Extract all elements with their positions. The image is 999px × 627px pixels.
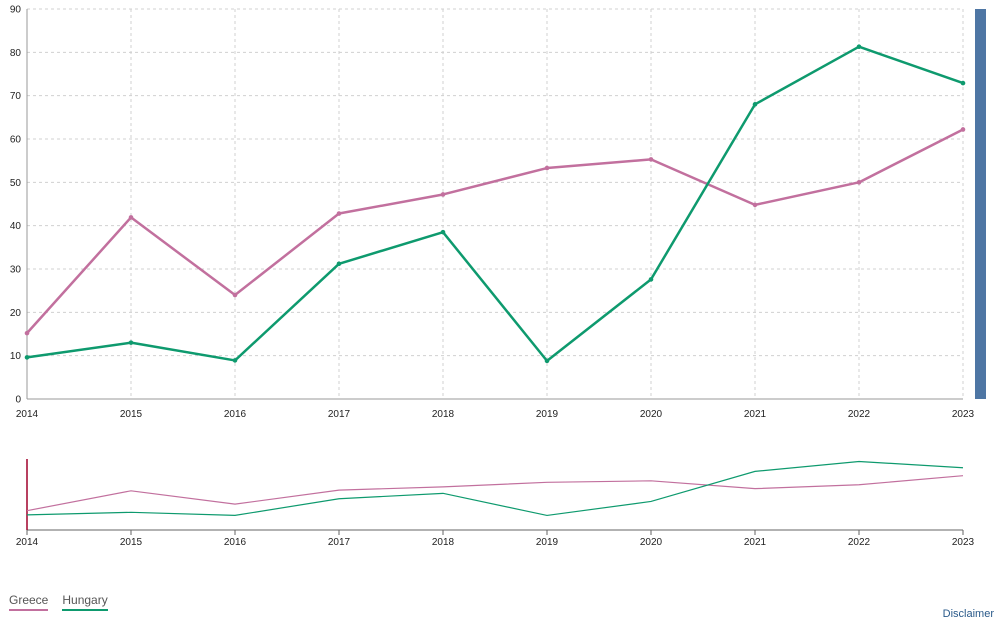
y-tick-label: 50	[10, 178, 22, 189]
data-point-greece[interactable]	[440, 192, 446, 197]
x-tick-label: 2022	[848, 409, 871, 420]
y-tick-label: 40	[10, 221, 22, 232]
data-point-greece[interactable]	[960, 127, 966, 132]
x-tick-label: 2016	[224, 409, 247, 420]
navigator-x-tick-label: 2018	[432, 537, 455, 548]
navigator-line-greece	[26, 475, 964, 512]
x-tick-label: 2020	[640, 409, 663, 420]
data-point-greece[interactable]	[544, 165, 550, 171]
navigator-x-tick-label: 2019	[536, 537, 559, 548]
series-line-greece[interactable]	[26, 128, 964, 334]
y-tick-label: 10	[10, 351, 22, 362]
x-tick-label: 2014	[16, 409, 39, 420]
x-tick-label: 2017	[328, 409, 351, 420]
data-point-greece[interactable]	[336, 211, 342, 216]
x-tick-label: 2018	[432, 409, 455, 420]
navigator[interactable]: 2014 2015 2016 2017 2018 2019 2020 2021 2022 2023	[16, 459, 975, 548]
navigator-x-tick-label: 2023	[952, 537, 975, 548]
legend-item-greece[interactable]: Greece	[9, 593, 49, 611]
y-tick-label: 60	[10, 135, 22, 146]
data-point-hungary[interactable]	[128, 340, 134, 345]
x-tick-label: 2019	[536, 409, 559, 420]
data-point-hungary[interactable]	[960, 80, 966, 86]
x-tick-label: 2015	[120, 409, 143, 420]
data-point-hungary[interactable]	[24, 355, 30, 360]
axes: 0 10 20 30 40 50 60 70 80 90 2014 2015 2016 2017 2018 2…	[10, 5, 975, 421]
navigator-x-tick-label: 2015	[120, 537, 143, 548]
y-tick-label: 30	[10, 265, 22, 276]
data-point-greece[interactable]	[128, 215, 134, 220]
data-point-greece[interactable]	[752, 202, 758, 208]
y-tick-label: 90	[10, 5, 22, 16]
data-point-greece[interactable]	[648, 157, 654, 162]
x-tick-label: 2021	[744, 409, 767, 420]
data-point-hungary[interactable]	[336, 261, 342, 267]
y-tick-label: 80	[10, 48, 22, 59]
data-point-hungary[interactable]	[856, 44, 862, 49]
data-point-greece[interactable]	[24, 330, 30, 336]
series-line-hungary[interactable]	[26, 45, 964, 363]
data-point-hungary[interactable]	[232, 358, 238, 363]
y-tick-label: 0	[15, 395, 21, 406]
series	[24, 44, 966, 364]
navigator-x-tick-label: 2014	[16, 537, 39, 548]
navigator-line-hungary	[26, 460, 964, 517]
legend: Greece Hungary	[9, 593, 108, 611]
navigator-x-tick-label: 2022	[848, 537, 871, 548]
disclaimer-link[interactable]: Disclaimer	[942, 608, 994, 620]
data-point-greece[interactable]	[856, 180, 862, 185]
navigator-x-tick-label: 2016	[224, 537, 247, 548]
data-point-greece[interactable]	[232, 292, 238, 298]
x-tick-label: 2023	[952, 409, 975, 420]
data-point-hungary[interactable]	[440, 229, 446, 235]
y-tick-label: 70	[10, 91, 22, 102]
legend-item-hungary[interactable]: Hungary	[62, 593, 108, 611]
navigator-x-tick-label: 2021	[744, 537, 767, 548]
data-point-hungary[interactable]	[544, 358, 550, 364]
y-tick-label: 20	[10, 308, 22, 319]
vertical-scrollbar[interactable]	[975, 9, 986, 399]
navigator-x-tick-label: 2017	[328, 537, 351, 548]
data-point-hungary[interactable]	[752, 102, 758, 107]
data-point-hungary[interactable]	[648, 277, 654, 282]
navigator-x-tick-label: 2020	[640, 537, 663, 548]
